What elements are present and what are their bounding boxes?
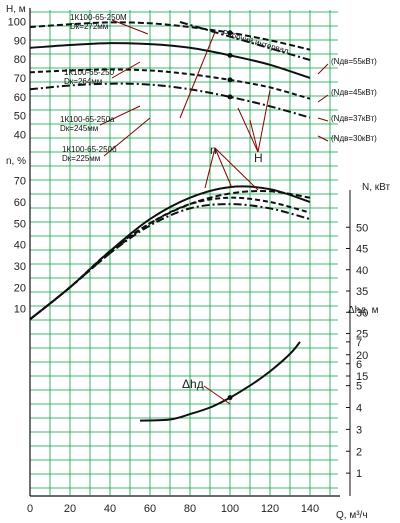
power-tick-label: 25 xyxy=(356,329,368,341)
efficiency-marker-label: n xyxy=(210,143,217,157)
npsh-tick-label: 4 xyxy=(356,403,362,415)
curves xyxy=(29,19,329,422)
head-curve-0 xyxy=(29,21,311,51)
head-tick-label: 40 xyxy=(14,130,26,142)
work-interval-label: Рабочий интервал xyxy=(221,28,289,56)
npsh-tick-label: 7 xyxy=(356,337,362,349)
x-tick-label: 140 xyxy=(301,503,319,515)
npsh-tick-label: 2 xyxy=(356,446,362,458)
npsh-tick-label: 6 xyxy=(356,359,362,371)
power-label-30: (Nдв=30кВт) xyxy=(331,134,377,143)
efficiency-tick-label: 70 xyxy=(14,176,26,188)
leader-line xyxy=(111,19,149,35)
head-tick-label: 50 xyxy=(14,111,26,123)
leader-line xyxy=(99,105,141,126)
head-marker-label: H xyxy=(254,151,263,165)
efficiency-curve-3 xyxy=(29,203,311,321)
leader-line xyxy=(317,63,329,75)
power-tick-label: 35 xyxy=(356,286,368,298)
power-axis-title: N, кВт xyxy=(362,182,390,193)
head-tick-label: 60 xyxy=(14,92,26,104)
efficiency-tick-label: 10 xyxy=(14,304,26,316)
head-curve-3 xyxy=(29,82,311,119)
head-operating-point xyxy=(227,52,233,58)
x-tick-label: 80 xyxy=(184,503,196,515)
leader-line xyxy=(103,117,151,157)
power-tick-label: 30 xyxy=(356,307,368,319)
series-name-250a: 1К100-65-250а xyxy=(60,115,115,124)
power-label-37: (Nдв=37кВт) xyxy=(331,114,377,123)
npsh-marker-label: Δhд xyxy=(182,377,204,391)
power-tick-label: 20 xyxy=(356,350,368,362)
efficiency-tick-label: 50 xyxy=(14,218,26,230)
leader-line xyxy=(237,107,259,153)
leader-line xyxy=(179,31,216,119)
flow-axis-title: Q, м³/ч xyxy=(336,510,368,521)
head-tick-label: 90 xyxy=(14,35,26,47)
power-tick-label: 15 xyxy=(356,371,368,383)
efficiency-tick-label: 60 xyxy=(14,197,26,209)
x-tick-label: 20 xyxy=(64,503,76,515)
leader-line xyxy=(111,61,141,79)
head-operating-point xyxy=(227,30,233,36)
x-tick-label: 60 xyxy=(144,503,156,515)
power-tick-label: 40 xyxy=(356,265,368,277)
efficiency-curve-2 xyxy=(29,196,311,321)
x-tick-label: 100 xyxy=(221,503,239,515)
leader-line xyxy=(317,117,329,122)
x-tick-label: 120 xyxy=(261,503,279,515)
head-tick-label: 70 xyxy=(14,73,26,85)
leader-line xyxy=(203,385,231,405)
leader-line xyxy=(249,119,259,153)
npsh-axis-title: Δhд, м xyxy=(348,305,379,316)
work-interval-line xyxy=(179,21,311,61)
power-label-55: (Nдв=55кВт) xyxy=(331,57,377,66)
npsh-tick-label: 3 xyxy=(356,424,362,436)
head-curve-2 xyxy=(29,68,311,100)
leader-line xyxy=(214,147,233,189)
efficiency-axis-title: n, % xyxy=(6,156,26,167)
series-note-250a: Dк=245мм xyxy=(60,124,98,133)
leader-line xyxy=(317,94,329,103)
head-tick-label: 100 xyxy=(8,16,26,28)
efficiency-tick-label: 20 xyxy=(14,282,26,294)
series-note-250b: Dк=225мм xyxy=(62,154,100,163)
grid xyxy=(29,8,351,497)
power-label-45: (Nдв=45кВт) xyxy=(331,88,377,97)
leader-line xyxy=(257,89,271,153)
leader-line xyxy=(204,147,216,189)
npsh-tick-label: 5 xyxy=(356,381,362,393)
leader-line xyxy=(317,135,329,142)
series-name-250: 1К100-65-250 xyxy=(64,68,115,77)
tick-labels: 0 20 40 60 80 100 120 1404050607080901001020304… xyxy=(8,16,369,515)
npsh-operating-point xyxy=(227,395,233,401)
npsh-tick-label: 1 xyxy=(356,468,362,480)
efficiency-tick-label: 30 xyxy=(14,261,26,273)
x-tick-label: 0 xyxy=(27,503,33,515)
head-operating-point xyxy=(227,94,233,100)
series-name-250b: 1К100-65-250б xyxy=(62,145,117,154)
series-note-250: Dк=264мм xyxy=(64,77,102,86)
leader-line xyxy=(214,147,259,191)
head-operating-point xyxy=(227,77,233,83)
x-tick-label: 40 xyxy=(104,503,116,515)
npsh-curve-0 xyxy=(139,341,301,422)
head-tick-label: 80 xyxy=(14,54,26,66)
head-axis-title: H, м xyxy=(6,4,26,15)
power-tick-label: 50 xyxy=(356,222,368,234)
series-name-250m: 1К100-65-250М xyxy=(70,13,127,22)
head-curve-1 xyxy=(29,42,311,79)
power-tick-label: 45 xyxy=(356,244,368,256)
series-note-250m: Dк=272мм xyxy=(70,22,108,31)
efficiency-tick-label: 40 xyxy=(14,240,26,252)
